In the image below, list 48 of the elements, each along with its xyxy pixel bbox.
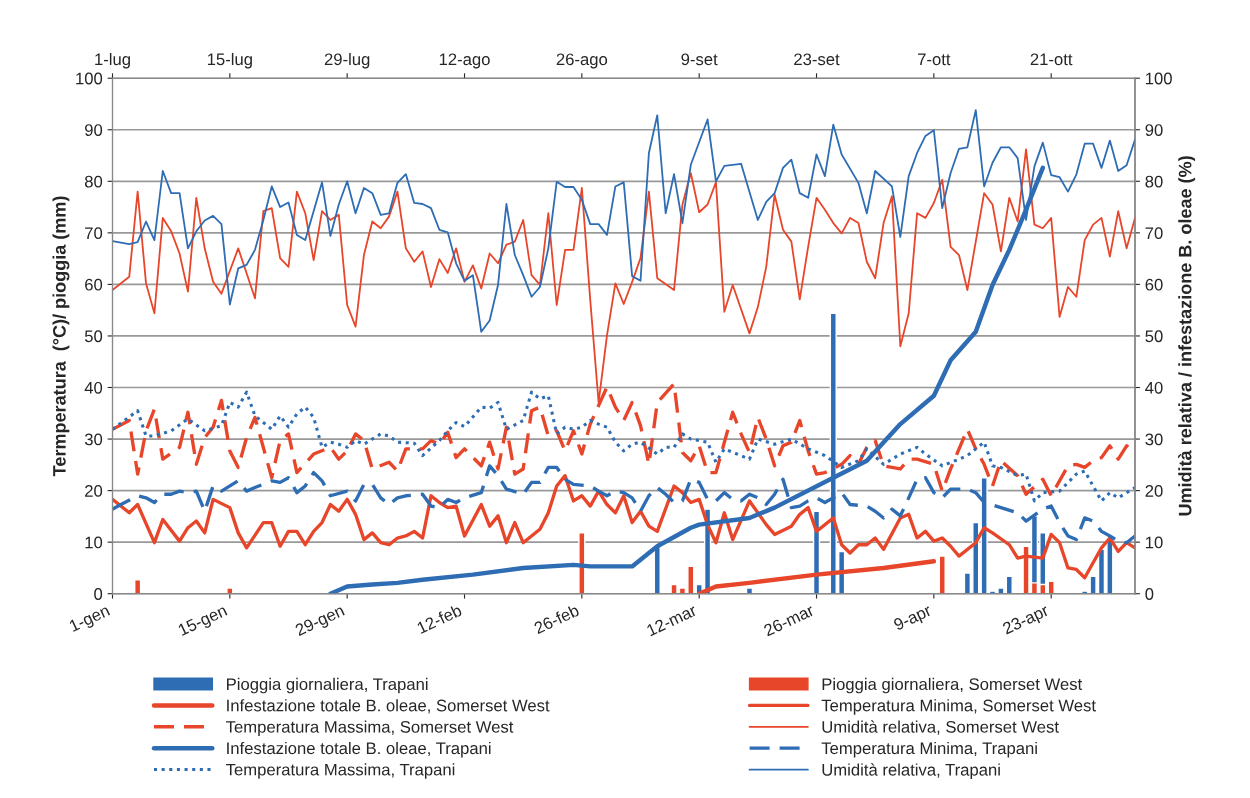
legend-label: Umidità relativa, Trapani	[822, 763, 1000, 780]
y2-tick-label: 30	[1145, 433, 1163, 446]
legend-label: Temperatura Massima, Somerset West	[226, 720, 514, 737]
x2-tick-label: 21-ott	[1030, 53, 1073, 66]
y-tick-label: 100	[76, 72, 103, 85]
y-tick-label: 50	[84, 330, 103, 343]
y-tick-label: 60	[85, 278, 103, 291]
y2-tick-label: 80	[1145, 175, 1163, 188]
y2-tick-label: 100	[1145, 72, 1172, 85]
y2-tick-label: 20	[1145, 485, 1163, 497]
x2-tick-label: 23-set	[794, 53, 840, 66]
y-tick-label: 90	[85, 124, 103, 136]
y2-axis-title: Umidità relativa / infestazione B. oleae (%)	[1178, 156, 1196, 516]
y2-tick-label: 60	[1145, 278, 1163, 291]
x2-tick-label: 12-ago	[439, 53, 490, 69]
legend-label: Temperatura Massima, Trapani	[226, 763, 455, 779]
y-tick-label: 10	[85, 536, 103, 549]
x2-tick-label: 26-ago	[556, 53, 608, 69]
y2-tick-label: 90	[1145, 124, 1163, 136]
x2-tick-label: 29-lug	[324, 52, 370, 69]
x2-tick-label: 7-ott	[918, 53, 951, 66]
x-tick-label: 9-apr	[892, 603, 934, 634]
x-tick-label: 12-feb	[416, 603, 463, 634]
y-tick-label: 40	[84, 381, 103, 394]
y2-tick-label: 50	[1145, 330, 1163, 343]
line-series	[696, 559, 937, 594]
x2-tick-label: 15-lug	[207, 52, 252, 69]
y-tick-label: 70	[85, 227, 103, 240]
x2-tick-label: 1-lug	[95, 52, 130, 69]
y2-tick-label: 0	[1145, 588, 1154, 600]
legend-label: Infestazione totale B. oleae, Somerset West	[227, 699, 550, 714]
y-tick-label: 30	[84, 433, 103, 446]
legend-label: Infestazione totale B. oleae, Trapani	[227, 741, 491, 758]
y-tick-label: 80	[84, 175, 103, 188]
y-tick-label: 20	[85, 485, 103, 497]
y-tick-label: 0	[94, 588, 103, 600]
legend-label: Temperatura Minima, Trapani	[821, 741, 1037, 758]
legend-label: Temperatura Minima, Somerset West	[821, 699, 1096, 715]
legend-label: Pioggia giornaliera, Somerset West	[822, 677, 1083, 694]
y-axis-title: Termperatura (°C)/ pioggia (mm)	[52, 196, 70, 477]
x-tick-label: 1-gen	[68, 604, 112, 635]
x-tick-label: 26-feb	[533, 603, 580, 635]
y2-tick-label: 70	[1145, 227, 1163, 240]
legend-label: Pioggia giornaliera, Trapani	[227, 677, 428, 694]
y2-tick-label: 10	[1145, 536, 1163, 549]
x2-tick-label: 9-set	[681, 53, 718, 66]
y2-tick-label: 40	[1145, 381, 1163, 394]
legend-label: Umidità relativa, Somerset West	[822, 720, 1059, 735]
